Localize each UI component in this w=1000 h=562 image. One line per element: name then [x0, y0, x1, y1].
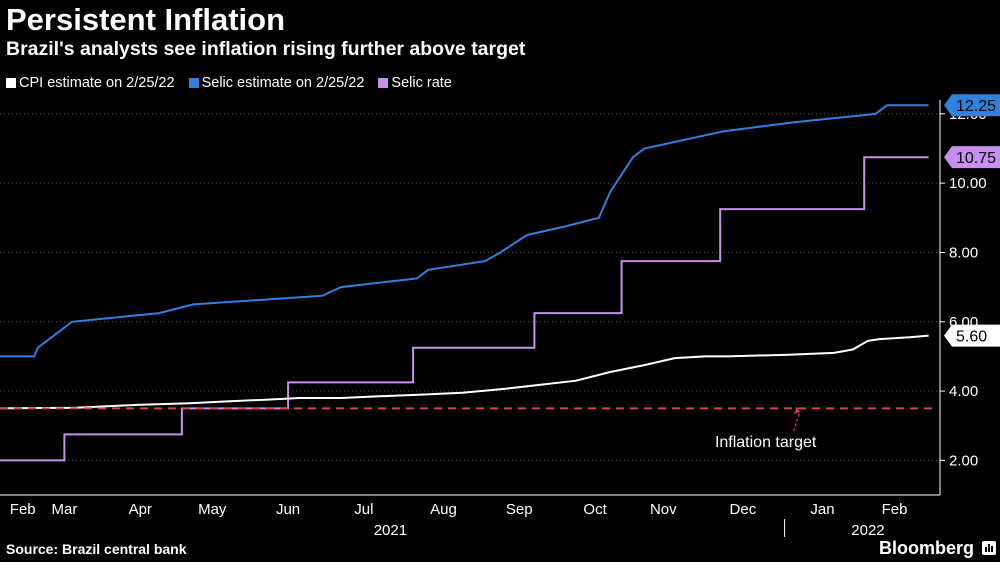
x-tick-label-9: Nov [650, 501, 677, 518]
end-value-badge-0 [944, 94, 1000, 117]
annotation-arrow-line-0 [793, 411, 801, 432]
legend-item-selic-estimate: Selic estimate on 2/25/22 [188, 75, 365, 91]
end-value-label-0: 12.25 [956, 98, 996, 115]
legend-label-cpi: CPI estimate on 2/25/22 [19, 75, 175, 91]
chart-title: Persistent Inflation [6, 2, 286, 37]
legend-swatch-selic-rate [378, 78, 389, 88]
x-tick-label-4: Jun [276, 501, 300, 518]
legend: CPI estimate on 2/25/22 Selic estimate o… [6, 75, 452, 91]
x-tick-label-3: May [198, 501, 227, 518]
series-line-selic-rate [0, 156, 929, 462]
y-tick-label-4: 10.00 [949, 175, 987, 192]
legend-swatch-selic-estimate [188, 78, 199, 88]
bloomberg-terminal-icon [982, 541, 996, 555]
x-tick-label-11: Jan [810, 501, 834, 518]
legend-item-cpi: CPI estimate on 2/25/22 [6, 75, 175, 91]
x-tick-label-8: Oct [583, 501, 607, 518]
annotation-arrow-head-0 [792, 405, 800, 414]
legend-item-selic-rate: Selic rate [378, 75, 452, 91]
y-tick-label-1: 4.00 [949, 383, 978, 400]
source-note: Source: Brazil central bank [6, 541, 187, 557]
end-value-badge-2 [944, 324, 1000, 347]
x-tick-label-0: Feb [10, 501, 36, 518]
end-value-label-2: 5.60 [956, 329, 987, 346]
x-tick-label-5: Jul [354, 501, 373, 518]
x-tick-label-2: Apr [129, 501, 152, 518]
legend-swatch-cpi [6, 78, 16, 88]
legend-label-selic-estimate: Selic estimate on 2/25/22 [201, 75, 365, 91]
annotation-text-0: Inflation target [715, 434, 817, 451]
x-tick-label-10: Dec [730, 501, 757, 518]
year-label-0: 2021 [374, 522, 407, 539]
x-tick-label-6: Aug [430, 501, 457, 518]
y-tick-label-0: 2.00 [949, 452, 978, 469]
y-tick-label-3: 8.00 [949, 244, 978, 261]
series-line-cpi-estimate-on-2-25-22 [0, 334, 929, 410]
x-tick-label-1: Mar [52, 501, 78, 518]
x-tick-label-7: Sep [506, 501, 533, 518]
chart-subtitle: Brazil's analysts see inflation rising f… [6, 38, 526, 60]
year-label-1: 2022 [851, 522, 884, 539]
brand-logo-text: Bloomberg [878, 538, 974, 558]
x-tick-label-12: Feb [882, 501, 908, 518]
end-value-badge-1 [944, 146, 1000, 169]
legend-label-selic-rate: Selic rate [391, 75, 452, 91]
series-line-selic-estimate-on-2-25-22 [0, 104, 929, 358]
end-value-label-1: 10.75 [956, 150, 996, 167]
